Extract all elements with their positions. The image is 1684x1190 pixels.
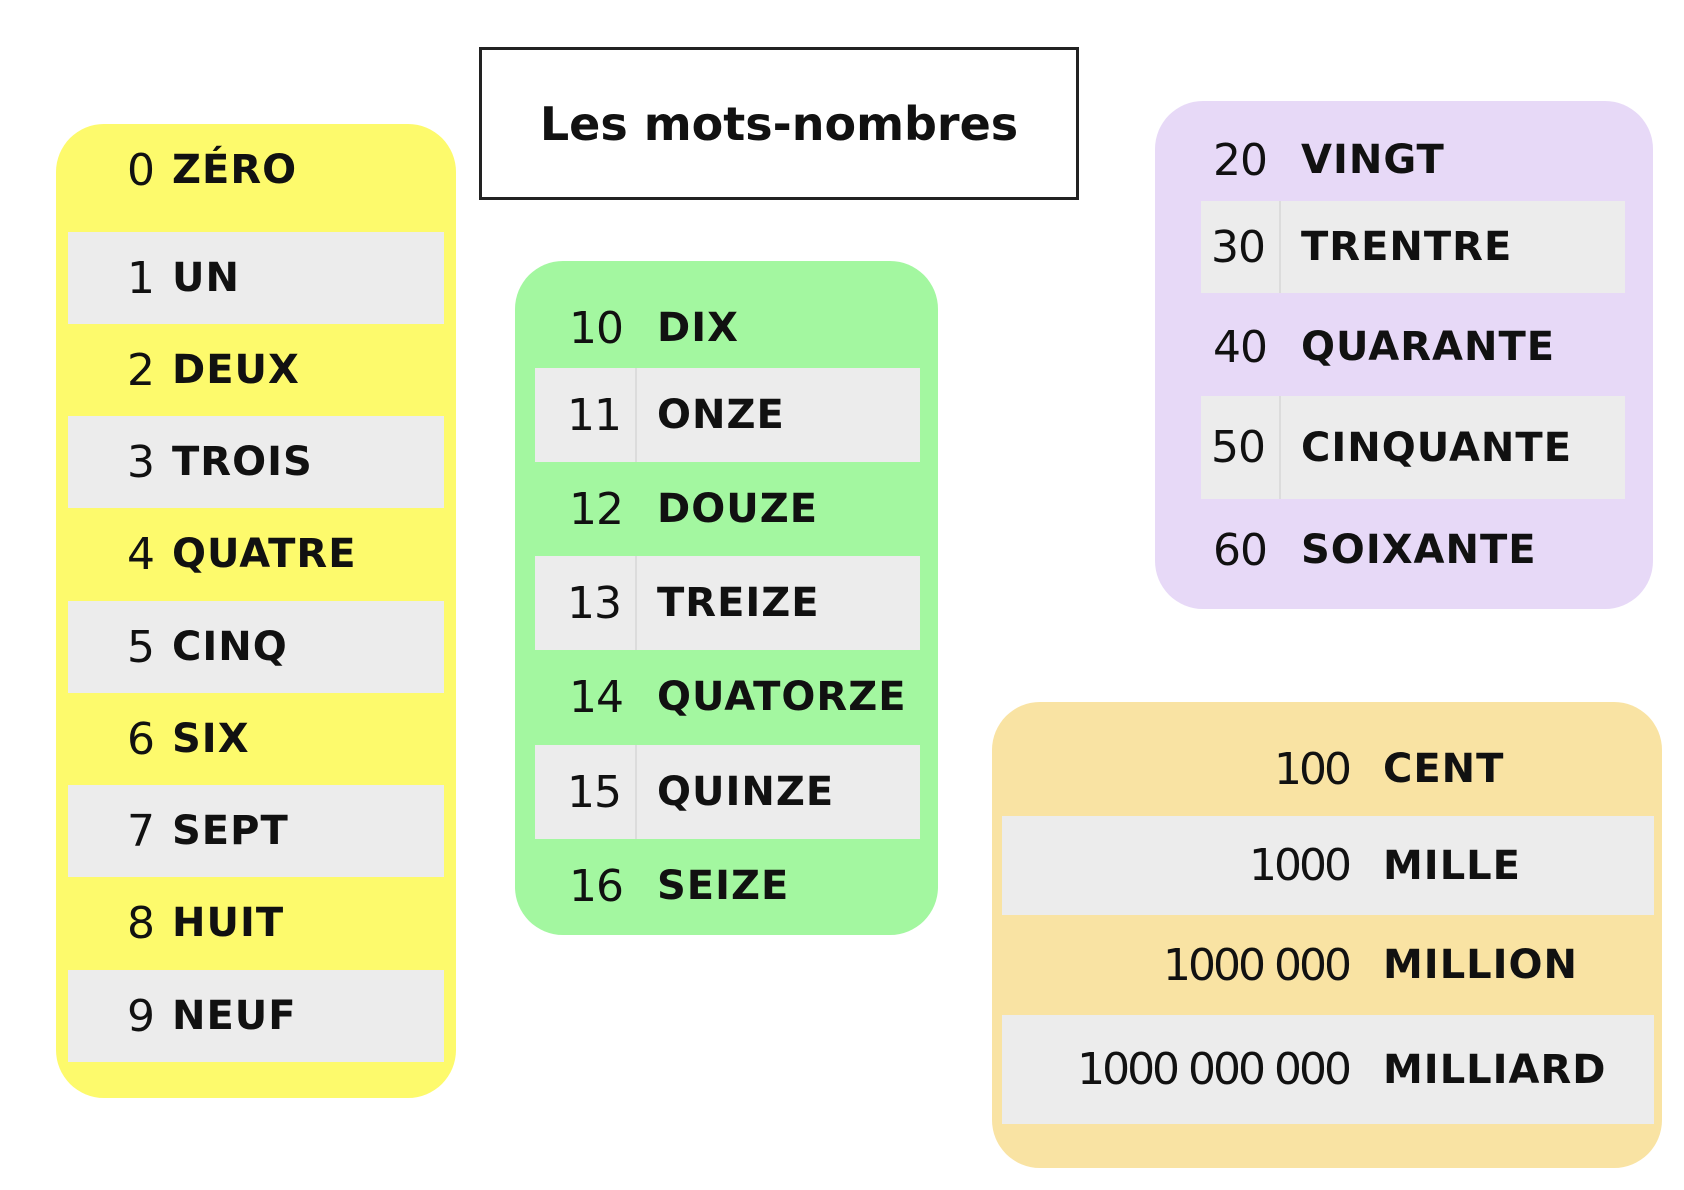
teens-row: 16 SEIZE <box>535 839 920 933</box>
teens-row: 10 DIX <box>535 281 920 375</box>
tens-panel: 20 VINGT 30 TRENTRE 40 QUARANTE 50 CINQU… <box>1155 101 1653 609</box>
large-row: 1000 000 MILLION <box>1002 915 1654 1015</box>
large-word: MILLION <box>1383 942 1579 988</box>
tens-row: 40 QUARANTE <box>1201 301 1625 393</box>
units-row: 1 UN <box>68 232 444 324</box>
units-number: 7 <box>127 805 155 857</box>
large-row: 100 CENT <box>1002 724 1654 814</box>
teens-number: 11 <box>535 368 637 462</box>
teens-word: DOUZE <box>657 486 819 532</box>
large-numbers-panel: 100 CENT 1000 MILLE 1000 000 MILLION 100… <box>992 702 1662 1168</box>
tens-number: 60 <box>1213 524 1268 576</box>
teens-row: 11 ONZE <box>535 368 920 462</box>
units-word: SEPT <box>172 808 289 854</box>
units-word: NEUF <box>172 993 297 1039</box>
teens-word: TREIZE <box>657 580 820 626</box>
tens-word: QUARANTE <box>1301 324 1556 370</box>
units-number: 1 <box>127 252 155 304</box>
units-word: UN <box>172 255 240 301</box>
units-number: 6 <box>127 713 155 765</box>
units-word: ZÉRO <box>172 147 298 193</box>
units-row: 0 ZÉRO <box>68 124 444 216</box>
teens-word: ONZE <box>657 392 785 438</box>
large-word: MILLIARD <box>1383 1046 1607 1093</box>
teens-number: 14 <box>569 671 624 723</box>
tens-word: CINQUANTE <box>1301 424 1573 471</box>
page-title: Les mots-nombres <box>539 96 1019 151</box>
tens-row: 50 CINQUANTE <box>1201 396 1625 499</box>
units-row: 5 CINQ <box>68 601 444 693</box>
teens-panel: 10 DIX 11 ONZE 12 DOUZE 13 TREIZE 14 QUA… <box>515 261 938 935</box>
teens-word: QUATORZE <box>657 674 907 720</box>
units-word: QUATRE <box>172 531 357 577</box>
tens-row: 60 SOIXANTE <box>1201 504 1625 596</box>
large-word: CENT <box>1383 746 1505 792</box>
tens-word: SOIXANTE <box>1301 527 1537 573</box>
teens-number: 10 <box>569 302 624 354</box>
units-word: HUIT <box>172 900 285 946</box>
units-number: 3 <box>127 436 155 488</box>
teens-row: 13 TREIZE <box>535 556 920 650</box>
tens-number: 50 <box>1201 396 1281 499</box>
teens-number: 12 <box>569 483 624 535</box>
units-row: 2 DEUX <box>68 324 444 416</box>
teens-word: SEIZE <box>657 863 790 909</box>
units-row: 9 NEUF <box>68 970 444 1062</box>
large-word: MILLE <box>1383 842 1521 889</box>
units-word: CINQ <box>172 624 288 670</box>
tens-number: 40 <box>1213 321 1268 373</box>
large-number: 100 <box>1274 743 1352 795</box>
teens-row: 14 QUATORZE <box>535 650 920 744</box>
units-row: 4 QUATRE <box>68 508 444 600</box>
units-panel: 0 ZÉRO 1 UN 2 DEUX 3 TROIS 4 QUATRE 5 CI… <box>56 124 456 1098</box>
units-number: 9 <box>127 990 155 1042</box>
units-number: 4 <box>127 528 155 580</box>
units-word: DEUX <box>172 347 300 393</box>
tens-word: VINGT <box>1301 137 1445 183</box>
teens-row: 12 DOUZE <box>535 462 920 556</box>
units-row: 6 SIX <box>68 693 444 785</box>
teens-row: 15 QUINZE <box>535 745 920 839</box>
tens-row: 30 TRENTRE <box>1201 201 1625 293</box>
units-number: 2 <box>127 344 155 396</box>
tens-word: TRENTRE <box>1301 224 1513 270</box>
tens-number: 20 <box>1213 134 1268 186</box>
large-number: 1000 000 <box>1163 939 1352 991</box>
tens-number: 30 <box>1201 201 1281 293</box>
units-number: 8 <box>127 897 155 949</box>
units-row: 8 HUIT <box>68 877 444 969</box>
large-number: 1000 <box>1249 840 1352 891</box>
teens-number: 13 <box>535 556 637 650</box>
units-word: SIX <box>172 716 250 762</box>
teens-word: QUINZE <box>657 769 835 815</box>
tens-row: 20 VINGT <box>1201 114 1625 206</box>
units-word: TROIS <box>172 439 313 485</box>
large-row: 1000 000 000 MILLIARD <box>1002 1015 1654 1124</box>
units-number: 5 <box>127 621 155 673</box>
teens-word: DIX <box>657 305 739 351</box>
large-row: 1000 MILLE <box>1002 816 1654 915</box>
units-row: 7 SEPT <box>68 785 444 877</box>
teens-number: 16 <box>569 860 624 912</box>
title-box: Les mots-nombres <box>479 47 1079 200</box>
large-number: 1000 000 000 <box>1077 1044 1352 1095</box>
units-row: 3 TROIS <box>68 416 444 508</box>
units-number: 0 <box>127 144 155 196</box>
teens-number: 15 <box>535 745 637 839</box>
